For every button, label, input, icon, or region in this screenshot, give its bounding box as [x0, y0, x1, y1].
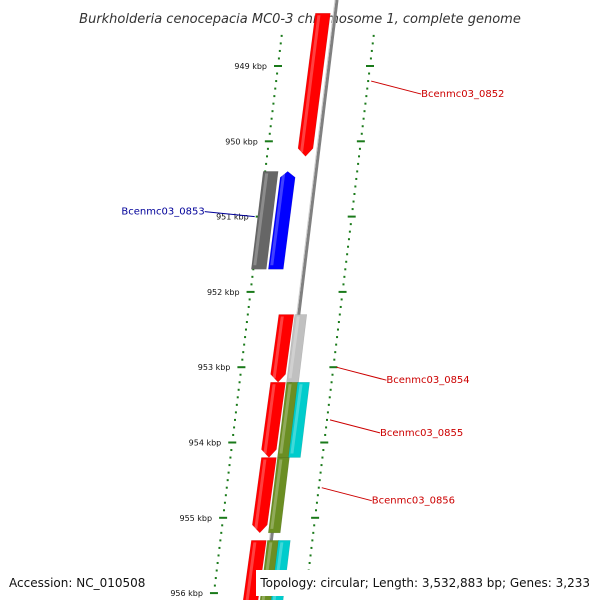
- gene-highlight: [288, 316, 300, 379]
- gene-highlight: [253, 173, 269, 266]
- gene-label[interactable]: Bcenmc03_0854: [386, 375, 469, 386]
- gene-features: [242, 13, 331, 600]
- gene-highlight: [263, 384, 276, 454]
- tick-label: 956 kbp: [170, 589, 203, 598]
- leader-line: [336, 366, 387, 381]
- leader-line: [371, 80, 422, 95]
- gene-feature-g8[interactable]: [288, 382, 310, 458]
- gene-highlight: [272, 316, 284, 379]
- tick-label: 955 kbp: [179, 514, 212, 523]
- gene-highlight: [300, 15, 321, 153]
- topology-text: Topology: circular; Length: 3,532,883 bp…: [256, 570, 600, 596]
- gene-feature-g9[interactable]: [252, 457, 277, 534]
- tick-label: 949 kbp: [234, 62, 267, 71]
- gene-feature-g4[interactable]: [270, 314, 295, 383]
- gene-label[interactable]: Bcenmc03_0853: [121, 207, 204, 218]
- tick-label: 952 kbp: [207, 288, 240, 297]
- gene-feature-g1[interactable]: [297, 13, 331, 157]
- scale-ticks: 949 kbp 950 kbp 951 kbp 952 kbp 953 kbp 954 k…: [170, 34, 375, 598]
- gene-label[interactable]: Bcenmc03_0856: [372, 496, 455, 507]
- gene-highlight: [290, 384, 303, 454]
- gene-feature-g6[interactable]: [261, 382, 286, 458]
- gene-feature-g3[interactable]: [268, 171, 296, 270]
- gene-highlight: [245, 542, 257, 600]
- gene-feature-g2[interactable]: [251, 171, 279, 270]
- gene-label[interactable]: Bcenmc03_0855: [380, 428, 463, 439]
- leader-line: [204, 211, 255, 218]
- gene-feature-g10[interactable]: [267, 457, 290, 534]
- gene-highlight: [270, 173, 286, 266]
- map-title: Burkholderia cenocepacia MC0-3 chromosom…: [79, 12, 521, 27]
- gene-feature-g11[interactable]: [242, 540, 267, 600]
- leader-line: [329, 419, 381, 434]
- tick-label: 951 kbp: [216, 213, 249, 222]
- gene-highlight: [270, 459, 283, 529]
- leader-line: [321, 487, 372, 502]
- tick-label: 954 kbp: [189, 439, 222, 448]
- gene-highlight: [254, 459, 267, 529]
- gene-labels: Bcenmc03_0852 Bcenmc03_0853 Bcenmc03_0854 B…: [121, 80, 504, 507]
- tick-label: 950 kbp: [225, 137, 258, 146]
- gene-label[interactable]: Bcenmc03_0852: [421, 89, 504, 100]
- tick-label: 953 kbp: [198, 363, 231, 372]
- gene-highlight: [279, 384, 292, 454]
- accession-text: Accession: NC_010508: [0, 570, 152, 596]
